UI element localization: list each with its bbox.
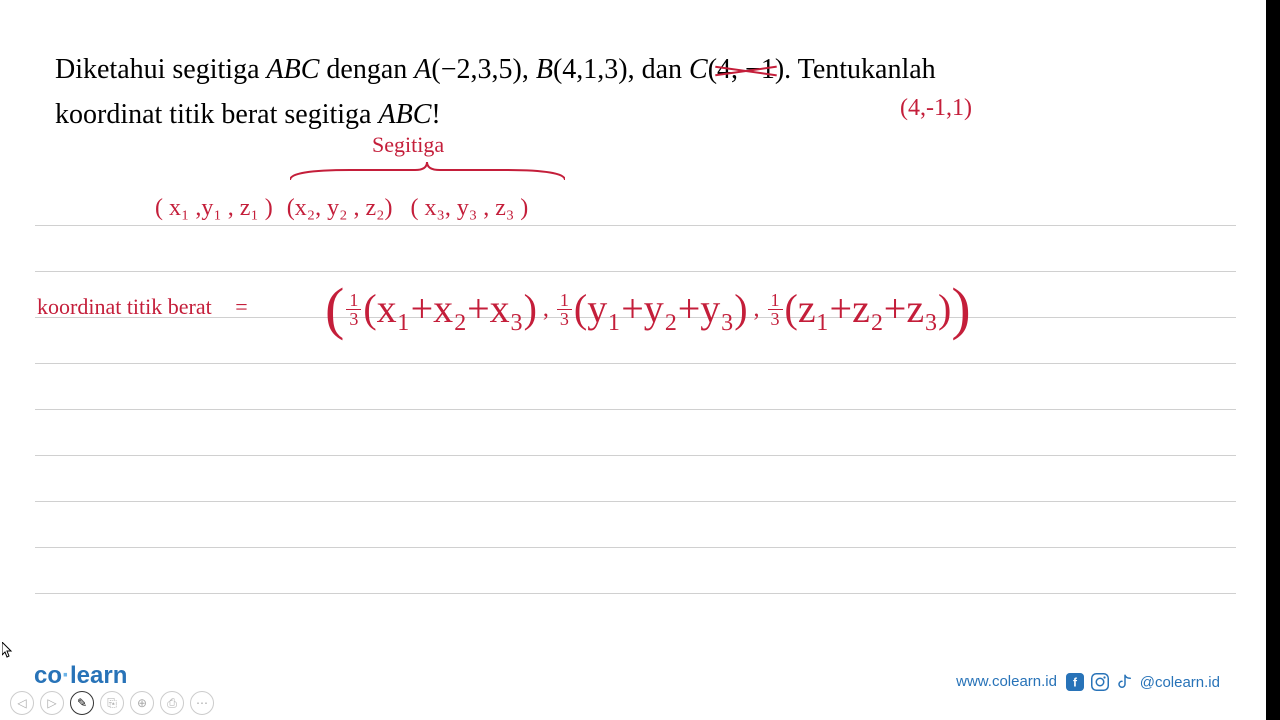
sep2: , dan (628, 54, 689, 85)
label-b: B (536, 54, 553, 85)
ruled-paper (35, 180, 1236, 594)
pen-button[interactable]: ✎ (70, 691, 94, 715)
text-end1: . Tentukanlah (784, 54, 935, 85)
coords-b: (4,1,3) (553, 54, 628, 85)
term3: (z₁+z₂+z₃) (785, 289, 952, 329)
play-button[interactable]: ▷ (40, 691, 64, 715)
line2-end: ! (431, 99, 440, 130)
fraction-3: 1 3 (768, 291, 783, 328)
fraction-1: 1 3 (346, 291, 361, 328)
comma1: , (543, 296, 549, 323)
paren-close: ) (775, 54, 784, 85)
footer: co·learn ◁ ▷ ✎ ⎘ ⊕ ⎙ ⋯ www.colearn.id f … (0, 660, 1252, 720)
copy-button[interactable]: ⎘ (100, 691, 124, 715)
print-button[interactable]: ⎙ (160, 691, 184, 715)
zoom-button[interactable]: ⊕ (130, 691, 154, 715)
label-a: A (414, 54, 431, 85)
coords-a: (−2,3,5) (431, 54, 521, 85)
segitiga-label: Segitiga (372, 132, 444, 158)
player-toolbar: ◁ ▷ ✎ ⎘ ⊕ ⎙ ⋯ (10, 691, 214, 715)
correction-annotation: (4,-1,1) (900, 95, 972, 122)
point3: ( x₃, y₃ , z₃ ) (411, 195, 529, 221)
facebook-icon[interactable]: f (1065, 672, 1085, 692)
website-link[interactable]: www.colearn.id (956, 673, 1057, 690)
comma2: , (754, 296, 760, 323)
term2: (y₁+y₂+y₃) (574, 289, 748, 329)
point2: (x₂, y₂ , z₂) (287, 195, 393, 221)
line2-text: koordinat titik berat segitiga (55, 99, 378, 130)
term1: (x₁+x₂+x₃) (363, 289, 537, 329)
paren-open: ( (708, 54, 717, 85)
social-links: f @colearn.id (1065, 672, 1220, 692)
logo-dot: · (62, 662, 70, 689)
generic-points: ( x₁ ,y₁ , z₁ ) (x₂, y₂ , z₂) ( x₃, y₃ ,… (155, 195, 528, 222)
text-pre: Diketahui segitiga (55, 54, 267, 85)
text-mid: dengan (319, 54, 414, 85)
fraction-2: 1 3 (557, 291, 572, 328)
brand-logo: co·learn (34, 662, 127, 690)
big-paren-close: ) (951, 280, 970, 338)
more-button[interactable]: ⋯ (190, 691, 214, 715)
formula-label: koordinat titik berat = (37, 294, 248, 320)
instagram-icon[interactable] (1090, 672, 1110, 692)
problem-statement: Diketahui segitiga ABC dengan A(−2,3,5),… (55, 48, 1221, 138)
right-border (1266, 0, 1280, 720)
curly-brace (290, 162, 565, 182)
prev-button[interactable]: ◁ (10, 691, 34, 715)
tiktok-icon[interactable] (1115, 672, 1135, 692)
point1: ( x₁ ,y₁ , z₁ ) (155, 195, 273, 221)
sep1: , (522, 54, 536, 85)
label-c: C (689, 54, 708, 85)
logo-co: co (34, 662, 62, 689)
centroid-formula: ( 1 3 (x₁+x₂+x₃) , 1 3 (y₁+y₂+y₃) , 1 3 … (325, 280, 971, 338)
triangle-abc: ABC (267, 54, 320, 85)
line2-abc: ABC (378, 99, 431, 130)
social-handle: @colearn.id (1140, 674, 1220, 691)
cursor-icon (2, 642, 14, 663)
struck-coords: 4, −1 (717, 54, 775, 85)
logo-learn: learn (70, 662, 127, 689)
big-paren-open: ( (325, 280, 344, 338)
